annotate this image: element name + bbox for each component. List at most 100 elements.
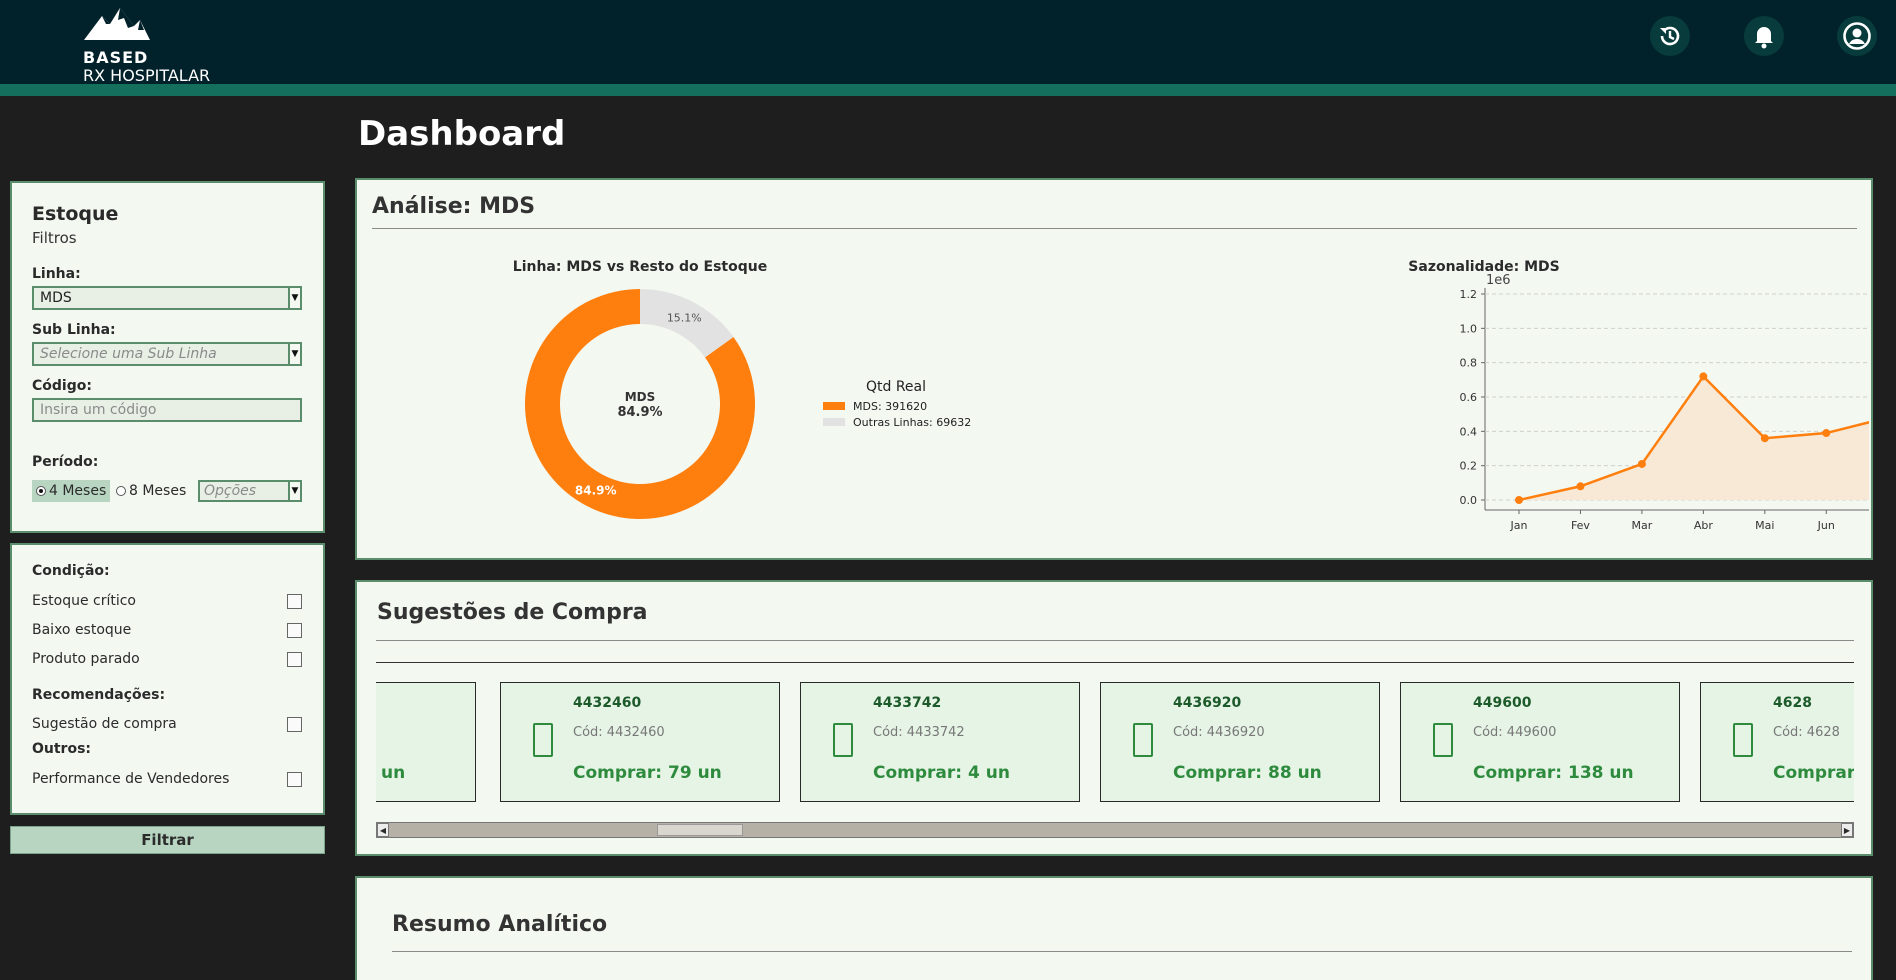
summary-divider: [392, 951, 1852, 952]
data-point: [1576, 482, 1585, 491]
radio-selected-icon: [36, 486, 46, 496]
y-tick-label: 1.0: [1460, 322, 1478, 335]
series-line-mds: [1518, 374, 1869, 502]
checkbox-produto-parado[interactable]: Produto parado: [32, 649, 302, 669]
brand-line1: BASED: [83, 48, 149, 67]
checkbox-label: Estoque crítico: [32, 593, 137, 609]
donut-slice-outras: [640, 289, 734, 358]
checkbox-label: Performance de Vendedores: [32, 771, 230, 787]
suggestion-card[interactable]: 4628 Cód: 4628 Comprar:: [1700, 682, 1854, 802]
outros-label: Outros:: [32, 741, 92, 757]
product-icon: [533, 723, 553, 757]
summary-card: Resumo Analítico: [355, 876, 1873, 980]
checkbox-baixo-estoque[interactable]: Baixo estoque: [32, 620, 302, 640]
x-tick-label: Jan: [1510, 519, 1528, 532]
x-tick-label: Mar: [1632, 519, 1653, 532]
suggestion-code: 4628: [1773, 695, 1812, 711]
filter-panel: Estoque Filtros Linha: MDS ▼ Sub Linha: …: [10, 181, 325, 533]
suggestion-card[interactable]: 449600 Cód: 449600 Comprar: 138 un: [1400, 682, 1680, 802]
scroll-left-icon[interactable]: ◀: [377, 823, 389, 837]
sublinha-placeholder: Selecione uma Sub Linha: [40, 346, 217, 362]
suggestions-title: Sugestões de Compra: [377, 600, 648, 625]
legend-title: Qtd Real: [866, 379, 926, 395]
legend-entry-outras: Outras Linhas: 69632: [853, 416, 971, 429]
chevron-down-icon[interactable]: ▼: [288, 480, 302, 502]
codigo-label: Código:: [32, 378, 92, 394]
x-tick-label: Fev: [1571, 519, 1590, 532]
data-point: [1760, 434, 1769, 443]
user-icon[interactable]: [1837, 16, 1877, 56]
suggestion-code: 4433742: [873, 695, 942, 711]
chevron-down-icon[interactable]: ▼: [288, 342, 302, 366]
sublinha-label: Sub Linha:: [32, 322, 116, 338]
scrollbar-thumb[interactable]: [657, 824, 743, 836]
history-icon[interactable]: [1650, 16, 1690, 56]
suggestion-card[interactable]: 4433742 Cód: 4433742 Comprar: 4 un: [800, 682, 1080, 802]
legend-swatch-outras: [823, 418, 845, 426]
suggestions-divider: [376, 640, 1854, 641]
y-tick-label: 0.0: [1460, 494, 1478, 507]
donut-chart: Linha: MDS vs Resto do Estoque MDS 84.9%…: [513, 259, 971, 519]
product-icon: [833, 723, 853, 757]
donut-chart-title: Linha: MDS vs Resto do Estoque: [513, 259, 767, 275]
checkbox-performance-vendedores[interactable]: Performance de Vendedores: [32, 769, 302, 789]
periodo-radio-4-meses[interactable]: 4 Meses: [32, 480, 111, 502]
codigo-input[interactable]: Insira um código: [32, 398, 302, 422]
checkbox-label: Produto parado: [32, 651, 140, 667]
periodo-radio-8-meses[interactable]: 8 Meses: [116, 480, 186, 502]
suggestion-cod-label: Cód: 4436920: [1173, 725, 1265, 740]
radio-unselected-icon: [116, 486, 126, 496]
filter-button[interactable]: Filtrar: [10, 826, 325, 854]
scroll-right-icon[interactable]: ▶: [1841, 823, 1853, 837]
suggestion-cod-label: Cód: 4433742: [873, 725, 965, 740]
suggestion-card[interactable]: 4432460 Cód: 4432460 Comprar: 79 un: [500, 682, 780, 802]
checkbox[interactable]: [287, 593, 302, 609]
checkbox-sugestao-compra[interactable]: Sugestão de compra: [32, 714, 302, 734]
product-icon: [1433, 723, 1453, 757]
page-title: Dashboard: [358, 114, 566, 154]
line-chart-title: Sazonalidade: MDS: [1408, 259, 1559, 275]
y-tick-labels: 0.0 0.2 0.4 0.6 0.8 1.0 1.2: [1460, 288, 1478, 507]
analysis-divider: [372, 228, 1857, 229]
condicao-label: Condição:: [32, 563, 110, 579]
navbar-accent-bar: [0, 84, 1896, 96]
suggestion-card[interactable]: 4436920 Cód: 4436920 Comprar: 88 un: [1100, 682, 1380, 802]
horizontal-scrollbar[interactable]: ◀ ▶: [376, 822, 1854, 838]
chevron-down-icon[interactable]: ▼: [288, 286, 302, 310]
suggestion-card[interactable]: un: [376, 682, 476, 802]
sidebar-subtitle: Filtros: [32, 229, 77, 247]
bell-icon[interactable]: [1744, 16, 1784, 56]
donut-slice-label-mds: 84.9%: [575, 483, 617, 497]
y-tick-label: 0.4: [1460, 425, 1478, 438]
codigo-placeholder: Insira um código: [40, 402, 157, 418]
x-tick-label: Mai: [1755, 519, 1774, 532]
suggestion-cod-label: Cód: 4628: [1773, 725, 1840, 740]
checkbox[interactable]: [287, 716, 302, 732]
checkbox-estoque-critico[interactable]: Estoque crítico: [32, 591, 302, 611]
y-tick-label: 1.2: [1460, 288, 1478, 301]
opcoes-select[interactable]: Opções ▼: [198, 480, 302, 502]
condition-panel: Condição: Estoque crítico Baixo estoque …: [10, 543, 325, 815]
suggestion-buy-qty: Comprar:: [1773, 763, 1854, 783]
donut-slice-label-outras: 15.1%: [667, 312, 702, 325]
checkbox[interactable]: [287, 651, 302, 667]
data-point: [1699, 372, 1708, 381]
suggestion-code: 4436920: [1173, 695, 1242, 711]
sublinha-select[interactable]: Selecione uma Sub Linha ▼: [32, 342, 302, 366]
x-tick-label: Abr: [1694, 519, 1714, 532]
periodo-label: Período:: [32, 454, 99, 470]
x-tick-label: Jun: [1817, 519, 1835, 532]
brand-logo[interactable]: BASED RX HOSPITALAR: [82, 6, 232, 85]
seasonality-line-chart: Sazonalidade: MDS 1e6 1e6 0.00.20.40.60.…: [1408, 259, 1869, 532]
grid-lines: [1481, 288, 1869, 514]
x-tick-labels: JanFevMarAbrMaiJunJulAgoSetOutNovDez: [1510, 519, 1835, 532]
suggestions-scroll-area[interactable]: un 4432460 Cód: 4432460 Comprar: 79 un 4…: [376, 682, 1854, 804]
donut-slice-mds: [525, 289, 755, 519]
mountain-logo-icon: [84, 8, 150, 40]
suggestion-buy-qty: Comprar: 138 un: [1473, 763, 1634, 783]
checkbox[interactable]: [287, 622, 302, 638]
product-icon: [1133, 723, 1153, 757]
linha-label: Linha:: [32, 266, 81, 282]
checkbox[interactable]: [287, 771, 302, 787]
linha-select[interactable]: MDS ▼: [32, 286, 302, 310]
